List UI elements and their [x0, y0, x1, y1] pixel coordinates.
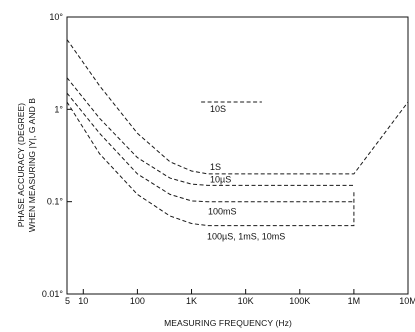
- y-axis-ticks: 0.01° 0.1° 1° 10°: [42, 12, 72, 299]
- curve-1: [66, 39, 409, 175]
- curve-2: [66, 77, 354, 186]
- curve-label: 100µS, 1mS, 10mS: [207, 232, 285, 242]
- x-axis-title: MEASURING FREQUENCY (Hz): [164, 318, 292, 328]
- y-tick-label: 1°: [54, 104, 63, 114]
- x-tick-label: 100: [130, 296, 145, 306]
- y-axis-title-line-1: PHASE ACCURACY (DEGREE): [16, 103, 26, 228]
- x-tick-label: 100K: [289, 296, 310, 306]
- curve-4: [66, 101, 355, 227]
- curves: [66, 39, 409, 227]
- x-tick-label: 5: [65, 296, 70, 306]
- x-tick-label: 10K: [238, 296, 254, 306]
- x-tick-label: 1K: [186, 296, 197, 306]
- y-tick-label: 0.1°: [47, 197, 64, 207]
- curve-labels: 10S 1S 10µS 100mS 100µS, 1mS, 10mS: [207, 104, 285, 242]
- x-tick-label: 10: [78, 296, 88, 306]
- curve-label: 1S: [210, 162, 221, 172]
- x-tick-label: 10M: [399, 296, 415, 306]
- y-axis-title: PHASE ACCURACY (DEGREE) WHEN MEASURING |…: [16, 98, 37, 232]
- curve-3: [66, 92, 354, 203]
- x-axis-ticks: 5 10 100 1K 10K 100K 1M 10M: [65, 289, 415, 306]
- y-tick-label: 0.01°: [42, 289, 64, 299]
- y-axis-title-line-2: WHEN MEASURING |Y|, G AND B: [27, 98, 37, 232]
- curve-label: 100mS: [208, 207, 237, 217]
- x-tick-label: 1M: [348, 296, 361, 306]
- curve-label: 10S: [210, 104, 226, 114]
- y-tick-label: 10°: [49, 12, 63, 22]
- curve-label: 10µS: [210, 174, 231, 184]
- plot-frame: [66, 16, 409, 295]
